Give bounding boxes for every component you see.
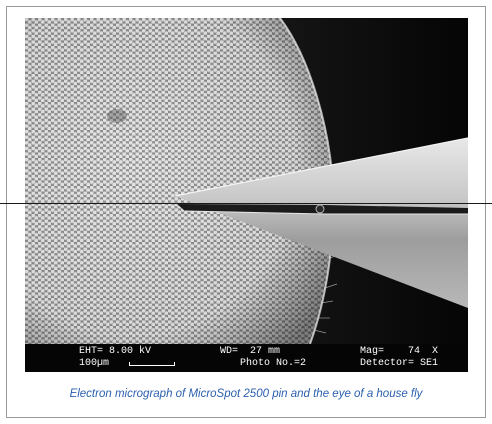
- photo-number-label: Photo No.=2: [240, 358, 307, 369]
- pin-slot-highlight: [184, 210, 468, 215]
- working-distance-label: WD= 27 mm: [220, 346, 281, 357]
- scale-label: 100µm: [79, 358, 110, 369]
- sem-data-bar: EHT= 8.00 kV 100µm WD= 27 mm Photo No.=2…: [25, 344, 468, 372]
- horizontal-guide-line: [0, 203, 492, 204]
- sem-micrograph-image: [25, 18, 468, 344]
- pin-upper-edge: [174, 137, 468, 197]
- pin-slot-notch: [315, 204, 325, 214]
- microspot-pin: [175, 138, 468, 308]
- eye-shading: [25, 18, 334, 344]
- figure-caption: Electron micrograph of MicroSpot 2500 pi…: [69, 388, 423, 400]
- scale-bar: [129, 362, 175, 366]
- eht-label: EHT= 8.00 kV: [79, 346, 152, 357]
- fly-eye-and-pin-illustration: [25, 18, 468, 344]
- magnification-label: Mag= 74 X: [360, 346, 439, 357]
- eye-smudge: [107, 109, 127, 123]
- detector-label: Detector= SE1: [360, 358, 439, 369]
